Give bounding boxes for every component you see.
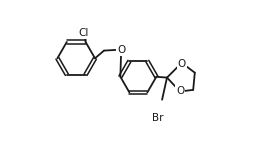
- Text: O: O: [117, 45, 125, 55]
- Text: Br: Br: [152, 113, 164, 123]
- Text: O: O: [178, 59, 186, 69]
- Text: Cl: Cl: [79, 28, 89, 38]
- Text: O: O: [176, 86, 184, 96]
